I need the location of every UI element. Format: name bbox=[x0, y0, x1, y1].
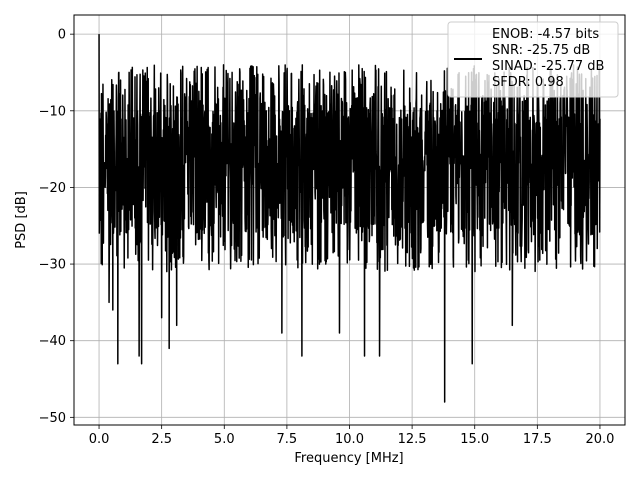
x-tick-label: 12.5 bbox=[398, 432, 427, 447]
y-tick-label: −50 bbox=[39, 411, 66, 426]
x-tick-label: 10.0 bbox=[335, 432, 364, 447]
y-axis-label: PSD [dB] bbox=[14, 191, 29, 249]
y-tick-label: −10 bbox=[39, 104, 66, 119]
y-tick-label: −20 bbox=[39, 181, 66, 196]
legend-line-sfdr: SFDR: 0.98 bbox=[492, 75, 564, 90]
x-tick-label: 15.0 bbox=[460, 432, 489, 447]
x-tick-label: 7.5 bbox=[277, 432, 298, 447]
y-tick-label: −40 bbox=[39, 334, 66, 349]
x-axis-ticks: 0.0 2.5 5.0 7.5 10.0 12.5 15.0 17.5 20.0 bbox=[89, 425, 614, 447]
legend-line-snr: SNR: -25.75 dB bbox=[492, 43, 590, 58]
x-axis-label: Frequency [MHz] bbox=[294, 451, 403, 466]
x-tick-label: 5.0 bbox=[214, 432, 235, 447]
series-layer bbox=[98, 34, 601, 403]
x-tick-label: 17.5 bbox=[523, 432, 552, 447]
legend: ENOB: -4.57 bits SNR: -25.75 dB SINAD: -… bbox=[447, 21, 619, 98]
x-tick-label: 0.0 bbox=[89, 432, 110, 447]
legend-line-sinad: SINAD: -25.77 dB bbox=[492, 59, 604, 74]
psd-series-line bbox=[98, 34, 601, 403]
y-tick-label: 0 bbox=[58, 28, 66, 43]
legend-frame bbox=[447, 21, 619, 98]
x-tick-label: 20.0 bbox=[585, 432, 614, 447]
y-tick-label: −30 bbox=[39, 258, 66, 273]
y-axis-ticks: 0 −10 −20 −30 −40 −50 bbox=[39, 28, 74, 426]
legend-line-enob: ENOB: -4.57 bits bbox=[492, 27, 599, 42]
x-tick-label: 2.5 bbox=[151, 432, 172, 447]
